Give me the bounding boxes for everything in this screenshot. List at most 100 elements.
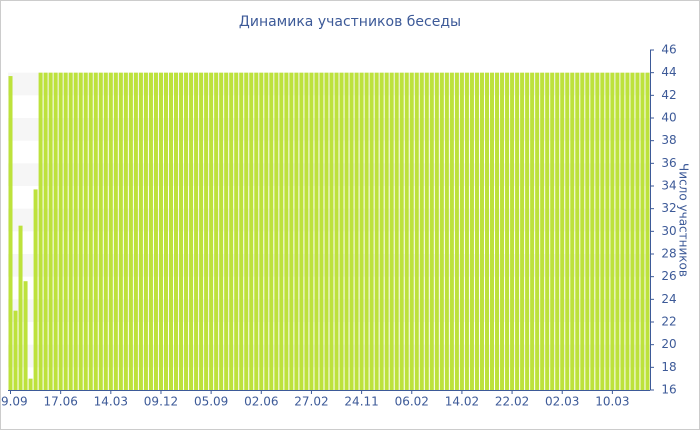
bar xyxy=(118,72,123,391)
bar xyxy=(83,72,88,391)
x-tick-label: 02.06 xyxy=(244,395,278,409)
bar xyxy=(158,72,163,391)
bar xyxy=(274,72,279,391)
bar xyxy=(389,72,394,391)
bar xyxy=(530,72,535,391)
y-tick-label: 38 xyxy=(661,133,676,147)
bar xyxy=(58,72,63,391)
bar xyxy=(23,281,28,390)
y-tick-label: 44 xyxy=(661,65,676,79)
bar xyxy=(294,72,299,391)
bar xyxy=(414,72,419,391)
y-tick-label: 20 xyxy=(661,337,676,351)
bar xyxy=(344,72,349,391)
x-tick-label: 22.02 xyxy=(495,395,529,409)
bar xyxy=(429,72,434,391)
bar xyxy=(264,72,269,391)
bar xyxy=(490,72,495,391)
bar xyxy=(184,72,189,391)
y-tick-label: 32 xyxy=(661,201,676,215)
bar xyxy=(214,72,219,391)
bar xyxy=(68,72,73,391)
bar xyxy=(43,72,48,391)
bar xyxy=(565,72,570,391)
x-tick-label: 17.06 xyxy=(43,395,77,409)
bar xyxy=(13,310,18,390)
bar xyxy=(254,72,259,391)
bar xyxy=(464,72,469,391)
bar xyxy=(108,72,113,391)
y-tick-label: 26 xyxy=(661,269,676,283)
x-tick-label: 14.02 xyxy=(445,395,479,409)
y-tick-label: 46 xyxy=(661,43,676,57)
bar xyxy=(324,72,329,391)
bar xyxy=(38,72,43,391)
bar xyxy=(640,72,645,391)
bar xyxy=(540,72,545,391)
bar xyxy=(339,72,344,391)
grid-band xyxy=(8,254,650,277)
x-tick-label: 02.03 xyxy=(545,395,579,409)
bar xyxy=(53,72,58,391)
bar xyxy=(409,72,414,391)
chart-title: Динамика участников беседы xyxy=(239,14,461,30)
bar xyxy=(570,72,575,391)
bar xyxy=(505,72,510,391)
bar xyxy=(123,72,128,391)
bar xyxy=(349,72,354,391)
bar xyxy=(449,72,454,391)
bar xyxy=(199,72,204,391)
bar xyxy=(545,72,550,391)
bar xyxy=(209,72,214,391)
bar xyxy=(354,72,359,391)
grid-band xyxy=(8,163,650,186)
x-tick-label: 27.02 xyxy=(294,395,328,409)
bar xyxy=(419,72,424,391)
bar xyxy=(630,72,635,391)
x-tick-label: 14.03 xyxy=(94,395,128,409)
bar xyxy=(304,72,309,391)
bar xyxy=(143,72,148,391)
bar xyxy=(495,72,500,391)
bar xyxy=(113,72,118,391)
bar xyxy=(605,72,610,391)
bar xyxy=(479,72,484,391)
bar xyxy=(73,72,78,391)
bar xyxy=(610,72,615,391)
bar xyxy=(575,72,580,391)
bar xyxy=(595,72,600,391)
x-tick-label: 09.12 xyxy=(144,395,178,409)
bar xyxy=(279,72,284,391)
bar xyxy=(194,72,199,391)
bar xyxy=(359,72,364,391)
bar xyxy=(459,72,464,391)
bar xyxy=(500,72,505,391)
y-tick-label: 40 xyxy=(661,111,676,125)
x-tick-label: 10.03 xyxy=(595,395,629,409)
bar xyxy=(580,72,585,391)
bar xyxy=(585,72,590,391)
bar xyxy=(138,72,143,391)
y-tick-label: 36 xyxy=(661,156,676,170)
bar xyxy=(424,72,429,391)
bar xyxy=(645,72,650,391)
bar xyxy=(404,72,409,391)
bar xyxy=(244,72,249,391)
bar xyxy=(555,72,560,391)
bar xyxy=(169,72,174,391)
bar xyxy=(444,72,449,391)
bar xyxy=(63,72,68,391)
bar xyxy=(103,72,108,391)
bar xyxy=(510,72,515,391)
y-tick-label: 28 xyxy=(661,247,676,261)
y-tick-label: 30 xyxy=(661,224,676,238)
bar xyxy=(560,72,565,391)
bar xyxy=(535,72,540,391)
bar xyxy=(48,72,53,391)
grid-band xyxy=(8,118,650,141)
bar xyxy=(374,72,379,391)
bar xyxy=(394,72,399,391)
y-tick-label: 18 xyxy=(661,360,676,374)
bar xyxy=(98,72,103,391)
bar xyxy=(204,72,209,391)
